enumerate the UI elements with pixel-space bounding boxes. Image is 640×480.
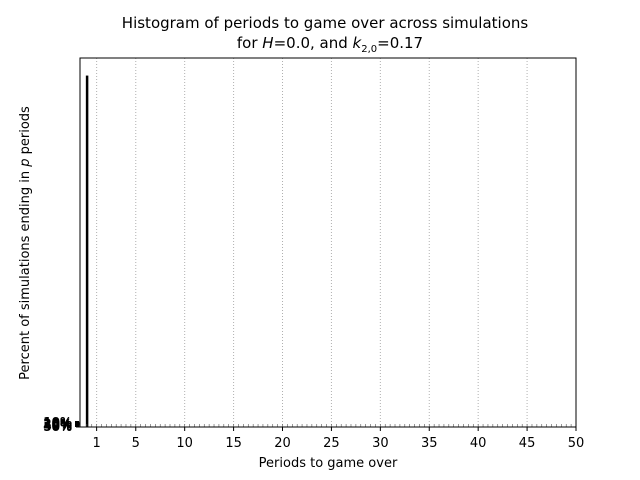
- title-h-symbol: H: [262, 34, 273, 52]
- title-k-value: =0.17: [377, 34, 423, 52]
- x-tick-label-30: 30: [372, 436, 389, 451]
- x-tick-label-25: 25: [323, 436, 340, 451]
- y-tick-label-2: 30%: [43, 418, 72, 432]
- x-tick-label-20: 20: [274, 436, 291, 451]
- title-k-subscript: 2,0: [361, 44, 377, 55]
- y-origin-marker: [75, 421, 79, 427]
- x-tick-label-10: 10: [176, 436, 193, 451]
- plot-area-frame: [79, 57, 577, 428]
- x-tick-label-15: 15: [225, 436, 242, 451]
- x-axis-label: Periods to game over: [259, 456, 398, 471]
- y-label-symbol: p: [18, 158, 33, 167]
- y-tick-label-0: 50%: [43, 420, 72, 434]
- y-axis-label: Percent of simulations ending in p perio…: [18, 106, 33, 380]
- y-label-prefix: Percent of simulations ending in: [18, 167, 33, 380]
- title-prefix: for: [237, 34, 262, 52]
- y-tick-label-1: 40%: [43, 419, 72, 433]
- x-tick-label-45: 45: [519, 436, 536, 451]
- y-tick-label-4: 10%: [43, 415, 72, 429]
- x-tick-label-50: 50: [568, 436, 585, 451]
- x-tick-label-5: 5: [132, 436, 140, 451]
- y-tick-label-3: 20%: [43, 416, 72, 430]
- chart-title-line1: Histogram of periods to game over across…: [122, 14, 529, 32]
- x-tick-label-40: 40: [470, 436, 487, 451]
- title-h-value: =0.0, and: [274, 34, 353, 52]
- x-tick-label-35: 35: [421, 436, 438, 451]
- histogram-bars: [85, 75, 89, 428]
- x-axis-ticks: 1 5 10 15 20 25 30 35 40 45 50: [92, 427, 584, 451]
- x-tick-label-1: 1: [92, 436, 100, 451]
- title-k-symbol: k: [353, 34, 363, 52]
- y-axis-ticks: 50%40%30%20%10%: [43, 415, 80, 434]
- grid-lines: [96, 58, 577, 427]
- histogram-bar-0: [85, 75, 89, 428]
- y-label-suffix: periods: [18, 106, 33, 159]
- chart-title-line2: for H=0.0, and k2,0=0.17: [237, 34, 423, 55]
